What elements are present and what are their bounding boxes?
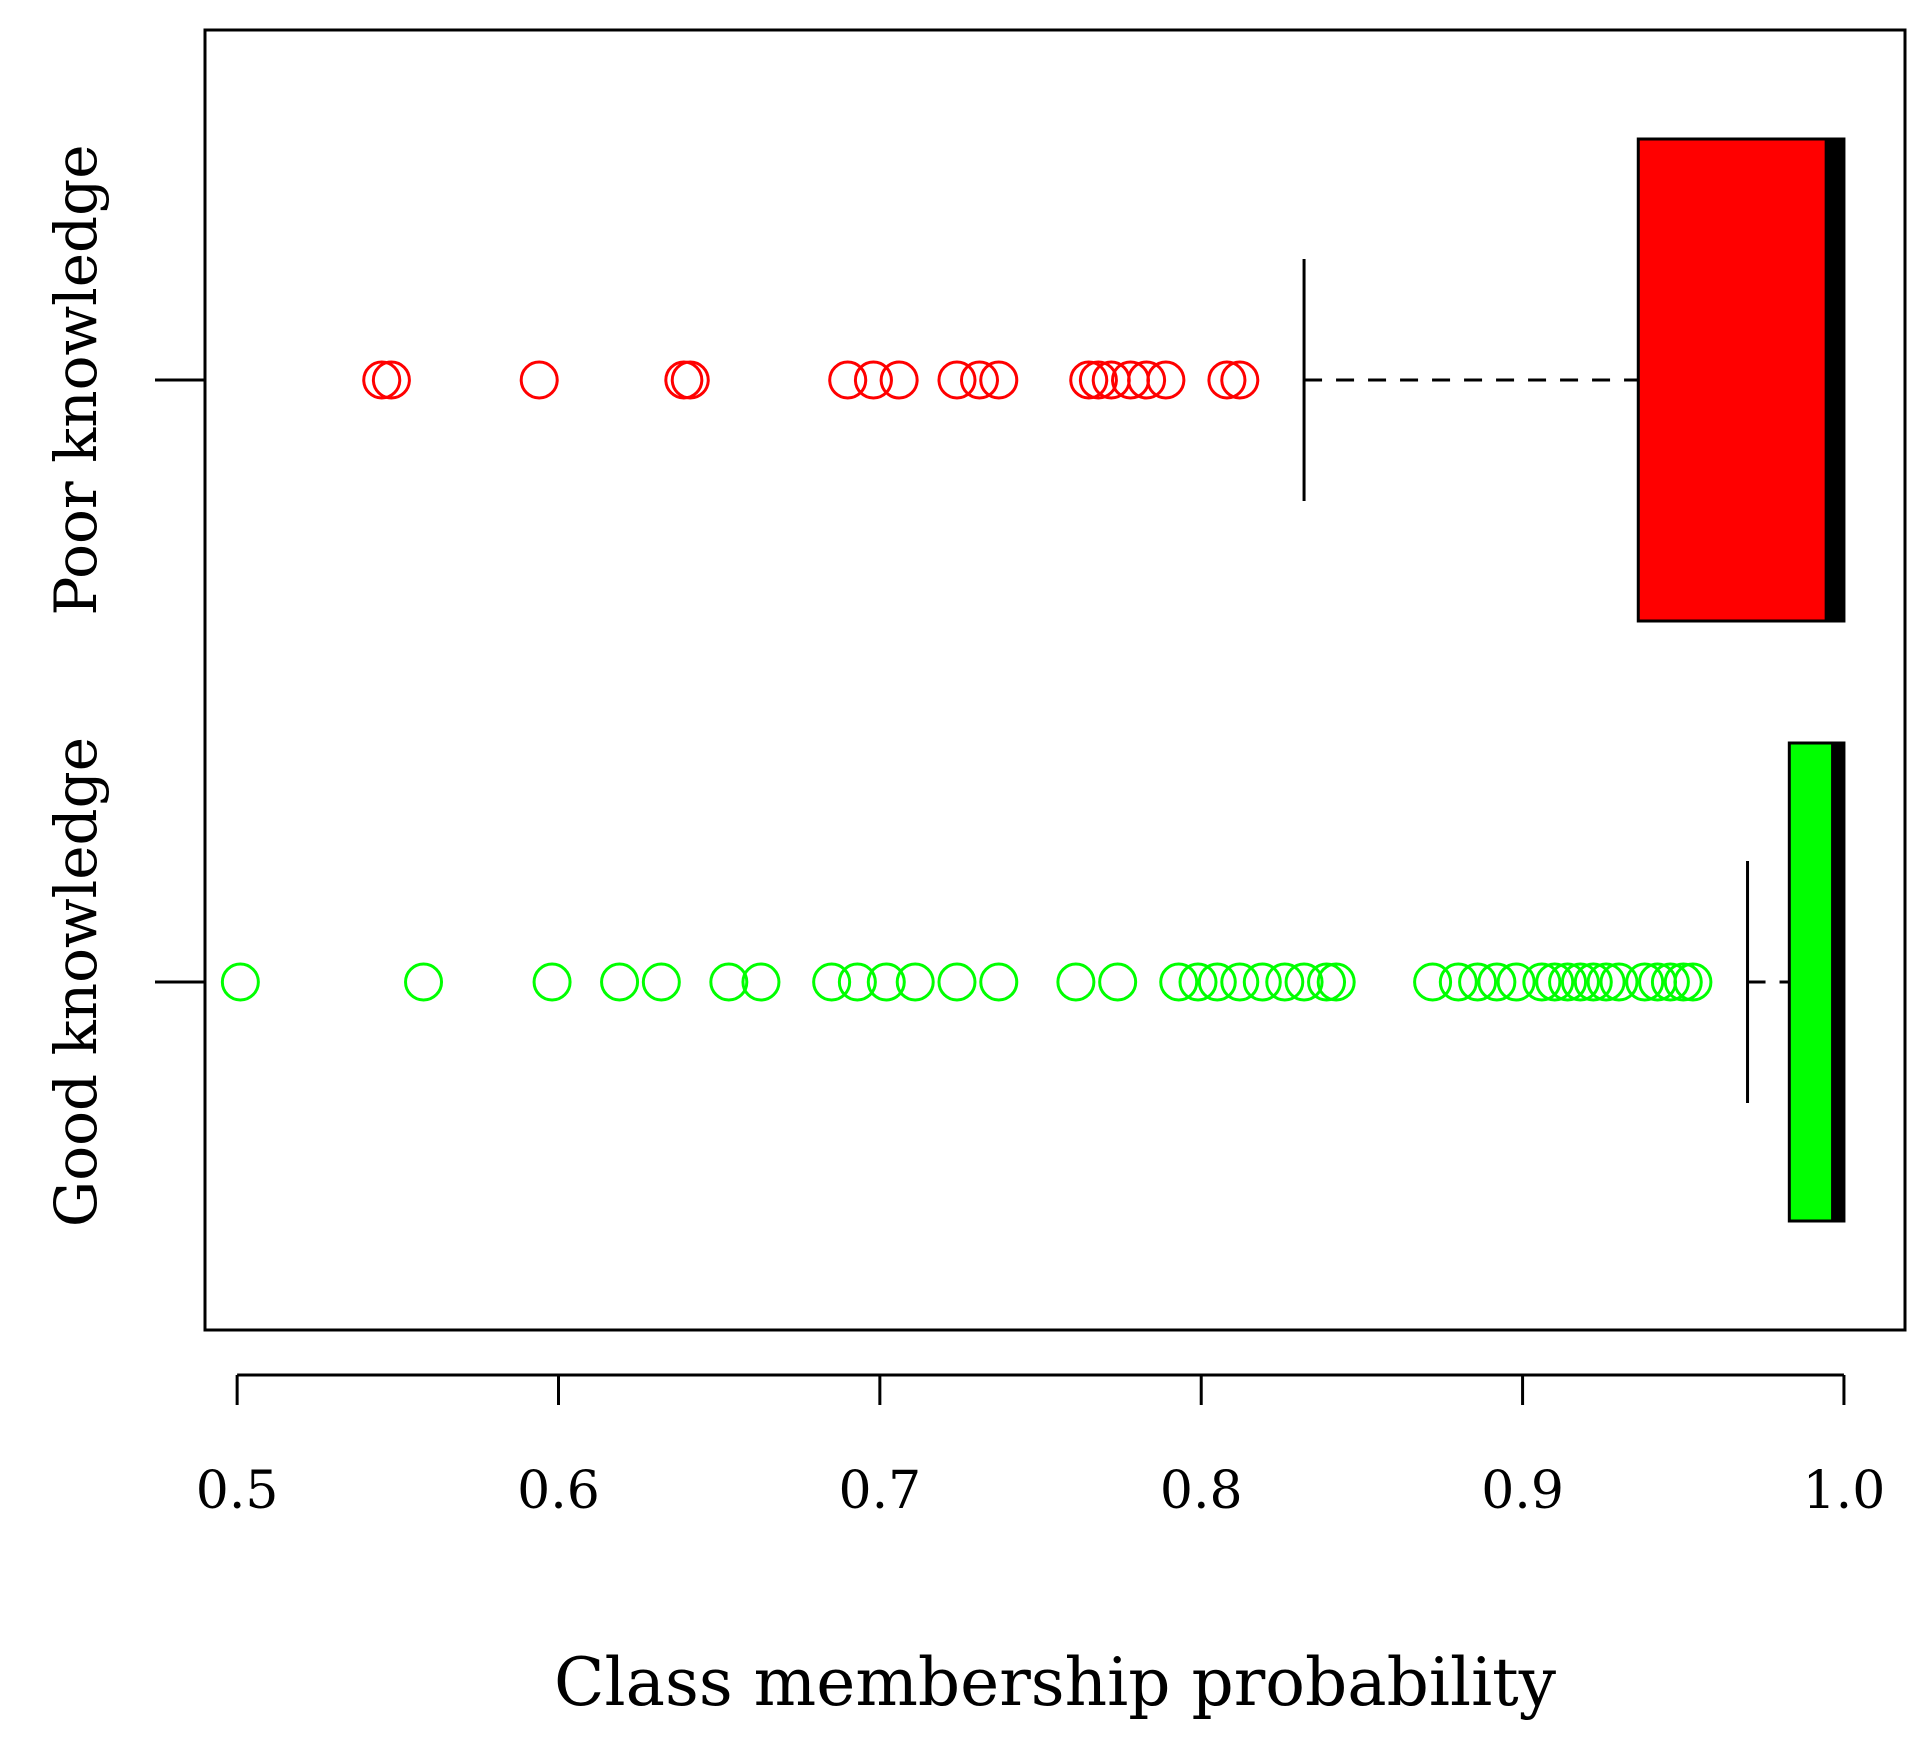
- outlier-point: [866, 962, 906, 1002]
- x-axis: 0.5 0.6 0.7 0.8 0.9 1.0: [196, 1373, 1886, 1521]
- outlier-point: [404, 962, 444, 1002]
- outlier-point: [979, 360, 1019, 400]
- outlier-point: [1650, 962, 1690, 1002]
- x-tick-label: 0.5: [196, 1461, 279, 1521]
- outlier-point: [1560, 962, 1600, 1002]
- outlier-point: [1178, 962, 1218, 1002]
- outlier-point: [1078, 360, 1118, 400]
- outlier-point: [1548, 962, 1588, 1002]
- outlier-point: [1220, 962, 1260, 1002]
- outlier-point: [1098, 962, 1138, 1002]
- category-label: Good knowledge: [42, 737, 110, 1227]
- outlier-point: [1056, 962, 1096, 1002]
- outlier-point: [828, 360, 868, 400]
- outlier-point: [1242, 962, 1282, 1002]
- outlier-point: [1586, 962, 1626, 1002]
- outlier-point: [1477, 962, 1517, 1002]
- outlier-point: [641, 962, 681, 1002]
- x-tick-label: 0.9: [1481, 1461, 1564, 1521]
- outlier-point: [1496, 962, 1536, 1002]
- outlier-point: [1207, 360, 1247, 400]
- outlier-point: [1307, 962, 1347, 1002]
- box-group-good: [220, 741, 1846, 1223]
- outlier-point: [1220, 360, 1260, 400]
- outlier-point: [979, 962, 1019, 1002]
- outlier-point: [1127, 360, 1167, 400]
- outlier-point: [837, 962, 877, 1002]
- outlier-point: [1413, 962, 1453, 1002]
- outlier-point: [1069, 360, 1109, 400]
- outlier-point: [220, 962, 260, 1002]
- outlier-point: [1316, 962, 1356, 1002]
- x-tick-label: 0.8: [1160, 1461, 1243, 1521]
- outlier-point: [532, 962, 572, 1002]
- median-line: [1824, 139, 1844, 621]
- outlier-point: [362, 360, 402, 400]
- outlier-point: [709, 962, 749, 1002]
- outlier-point: [895, 962, 935, 1002]
- outlier-point: [1146, 360, 1186, 400]
- outlier-point: [1265, 962, 1305, 1002]
- x-tick-label: 0.6: [517, 1461, 600, 1521]
- outlier-point: [959, 360, 999, 400]
- outlier-point: [741, 962, 781, 1002]
- outlier-point: [1663, 962, 1703, 1002]
- outlier-point: [1625, 962, 1665, 1002]
- outlier-point: [1522, 962, 1562, 1002]
- outlier-point: [1284, 962, 1324, 1002]
- outlier-point: [879, 360, 919, 400]
- outlier-point: [670, 360, 710, 400]
- outlier-point: [519, 360, 559, 400]
- x-axis-title: Class membership probability: [554, 1644, 1557, 1721]
- median-line: [1831, 743, 1844, 1221]
- outlier-point: [812, 962, 852, 1002]
- outlier-point: [1159, 962, 1199, 1002]
- outlier-point: [1599, 962, 1639, 1002]
- outlier-point: [1573, 962, 1613, 1002]
- box-layer: [220, 137, 1846, 1223]
- outlier-point: [600, 962, 640, 1002]
- x-tick-label: 0.7: [839, 1461, 922, 1521]
- box-group-poor: [362, 137, 1846, 623]
- outlier-point: [1535, 962, 1575, 1002]
- category-axis: Poor knowledge Good knowledge: [42, 144, 205, 1227]
- outlier-point: [1673, 962, 1713, 1002]
- x-tick-label: 1.0: [1803, 1461, 1886, 1521]
- outlier-point: [1458, 962, 1498, 1002]
- plot-frame: [203, 28, 1907, 1332]
- outlier-point: [937, 360, 977, 400]
- outlier-point: [937, 962, 977, 1002]
- outlier-point: [371, 360, 411, 400]
- category-label: Poor knowledge: [42, 144, 110, 615]
- outlier-point: [1438, 962, 1478, 1002]
- iqr-box: [1636, 137, 1846, 623]
- outlier-point: [1197, 962, 1237, 1002]
- outlier-point: [853, 360, 893, 400]
